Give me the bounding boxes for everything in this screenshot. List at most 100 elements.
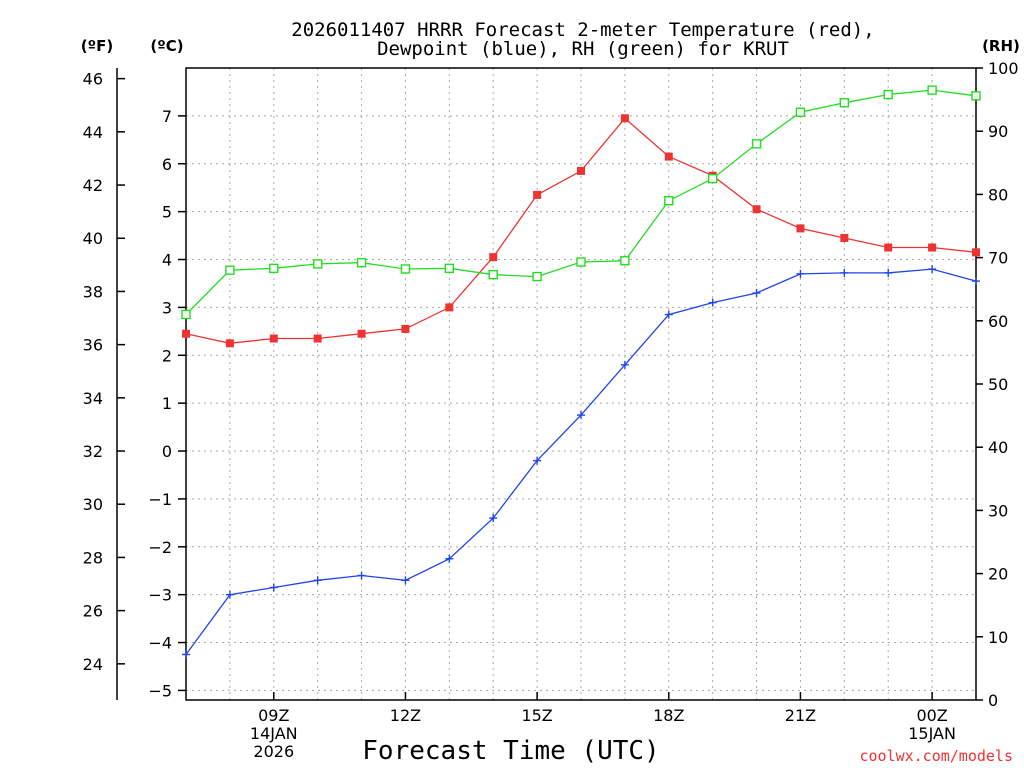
- rh-point: [225, 265, 235, 275]
- temperature-point: [225, 339, 234, 348]
- dewpoint-point: [972, 277, 980, 286]
- celsius-tick-label: −1: [148, 490, 172, 509]
- temperature-point: [357, 329, 366, 338]
- celsius-tick-label: 1: [162, 394, 172, 413]
- rh-point: [795, 107, 806, 117]
- dewpoint-point: [620, 360, 629, 369]
- dewpoint-point: [752, 289, 761, 298]
- temperature-point: [752, 205, 761, 214]
- temperature-point: [620, 114, 629, 123]
- dewpoint-point: [577, 411, 585, 420]
- temperature-point: [533, 190, 542, 199]
- rh-point: [181, 309, 191, 320]
- celsius-tick-label: −4: [148, 634, 172, 653]
- celsius-axis: −5 −4 −3 −2 −1 0 1 2 3 4 5 6 7: [148, 107, 186, 700]
- dewpoint-point: [357, 571, 366, 580]
- dewpoint-point: [445, 554, 454, 563]
- dewpoint-point: [401, 576, 410, 585]
- time-tick-label: 09Z: [258, 706, 289, 725]
- rh-tick-label: 0: [988, 691, 998, 710]
- rh-point: [751, 139, 762, 149]
- dewpoint-point: [840, 268, 849, 277]
- rh-tick-label: 30: [988, 501, 1008, 520]
- dewpoint-point: [269, 583, 278, 592]
- rh-point: [488, 269, 498, 280]
- temperature-point: [840, 233, 849, 242]
- rh-point: [532, 271, 542, 282]
- temperature-point: [445, 303, 454, 312]
- time-tick-label: 14JAN: [250, 724, 298, 743]
- x-axis-title: Forecast Time (UTC): [362, 736, 659, 766]
- celsius-tick-label: 4: [162, 251, 172, 270]
- rh-tick-label: 40: [988, 438, 1008, 457]
- temperature-point: [401, 324, 410, 333]
- rh-point: [576, 257, 586, 267]
- celsius-tick-label: 7: [162, 107, 172, 126]
- celsius-tick-label: 3: [162, 298, 172, 317]
- rh-point: [269, 263, 279, 274]
- dewpoint-point: [928, 265, 937, 274]
- rh-point: [839, 98, 850, 108]
- celsius-tick-label: −5: [148, 681, 172, 700]
- rh-tick-label: 50: [988, 375, 1008, 394]
- celsius-tick-label: −2: [148, 538, 172, 557]
- celsius-unit-label: (ºC): [150, 37, 183, 55]
- time-tick-label: 21Z: [785, 706, 816, 725]
- rh-point: [971, 91, 981, 101]
- temperature-point: [884, 243, 893, 252]
- fahrenheit-tick-label: 34: [83, 389, 103, 408]
- time-tick-label: 00Z: [916, 706, 947, 725]
- fahrenheit-tick-label: 26: [83, 602, 103, 621]
- rh-point: [312, 259, 323, 269]
- fahrenheit-tick-label: 36: [83, 336, 103, 355]
- dewpoint-point: [533, 456, 542, 465]
- temperature-point: [972, 248, 980, 257]
- rh-point: [356, 257, 367, 268]
- dewpoint-point: [708, 298, 717, 307]
- chart-title-line-2: Dewpoint (blue), RH (green) for KRUT: [377, 38, 789, 60]
- dewpoint-point: [225, 590, 234, 599]
- temperature-point: [664, 152, 673, 161]
- plot-frame: [185, 67, 977, 701]
- rh-point: [400, 264, 411, 274]
- rh-point: [707, 173, 718, 184]
- rh-point: [620, 256, 630, 266]
- rh-point: [883, 89, 893, 100]
- rh-point: [927, 85, 937, 95]
- series-dewpoint: [182, 265, 980, 659]
- fahrenheit-tick-label: 38: [83, 282, 103, 301]
- rh-tick-label: 10: [988, 628, 1008, 647]
- series-layer: [181, 85, 981, 659]
- celsius-tick-label: −3: [148, 586, 172, 605]
- dewpoint-point: [664, 310, 673, 319]
- celsius-tick-label: 6: [162, 155, 172, 174]
- temperature-point: [269, 334, 278, 343]
- chart-title-line-1: 2026011407 HRRR Forecast 2-meter Tempera…: [291, 19, 874, 41]
- dewpoint-point: [182, 650, 190, 659]
- grid-lines: [186, 68, 976, 700]
- fahrenheit-tick-label: 30: [83, 495, 103, 514]
- time-tick-label: 18Z: [653, 706, 684, 725]
- fahrenheit-tick-label: 32: [83, 442, 103, 461]
- fahrenheit-tick-label: 44: [83, 123, 103, 142]
- celsius-tick-label: 0: [162, 442, 172, 461]
- rh-tick-label: 20: [988, 565, 1008, 584]
- fahrenheit-tick-label: 42: [83, 176, 103, 195]
- rh-tick-label: 100: [988, 59, 1019, 78]
- time-tick-label: 15Z: [521, 706, 552, 725]
- celsius-tick-label: 5: [162, 203, 172, 222]
- rh-tick-label: 80: [988, 185, 1008, 204]
- time-tick-label: 12Z: [390, 706, 421, 725]
- dewpoint-point: [489, 514, 498, 523]
- temperature-point: [928, 243, 937, 252]
- rh-point: [444, 263, 455, 274]
- fahrenheit-axis: 24 26 28 30 32 34 36 38 40 42 44 46: [83, 70, 125, 674]
- series-rh: [181, 85, 981, 320]
- rh-point: [664, 196, 674, 206]
- fahrenheit-tick-label: 28: [83, 548, 103, 567]
- temperature-point: [489, 253, 498, 262]
- fahrenheit-tick-label: 40: [83, 229, 103, 248]
- fahrenheit-unit-label: (ºF): [81, 37, 113, 55]
- rh-tick-label: 60: [988, 312, 1008, 331]
